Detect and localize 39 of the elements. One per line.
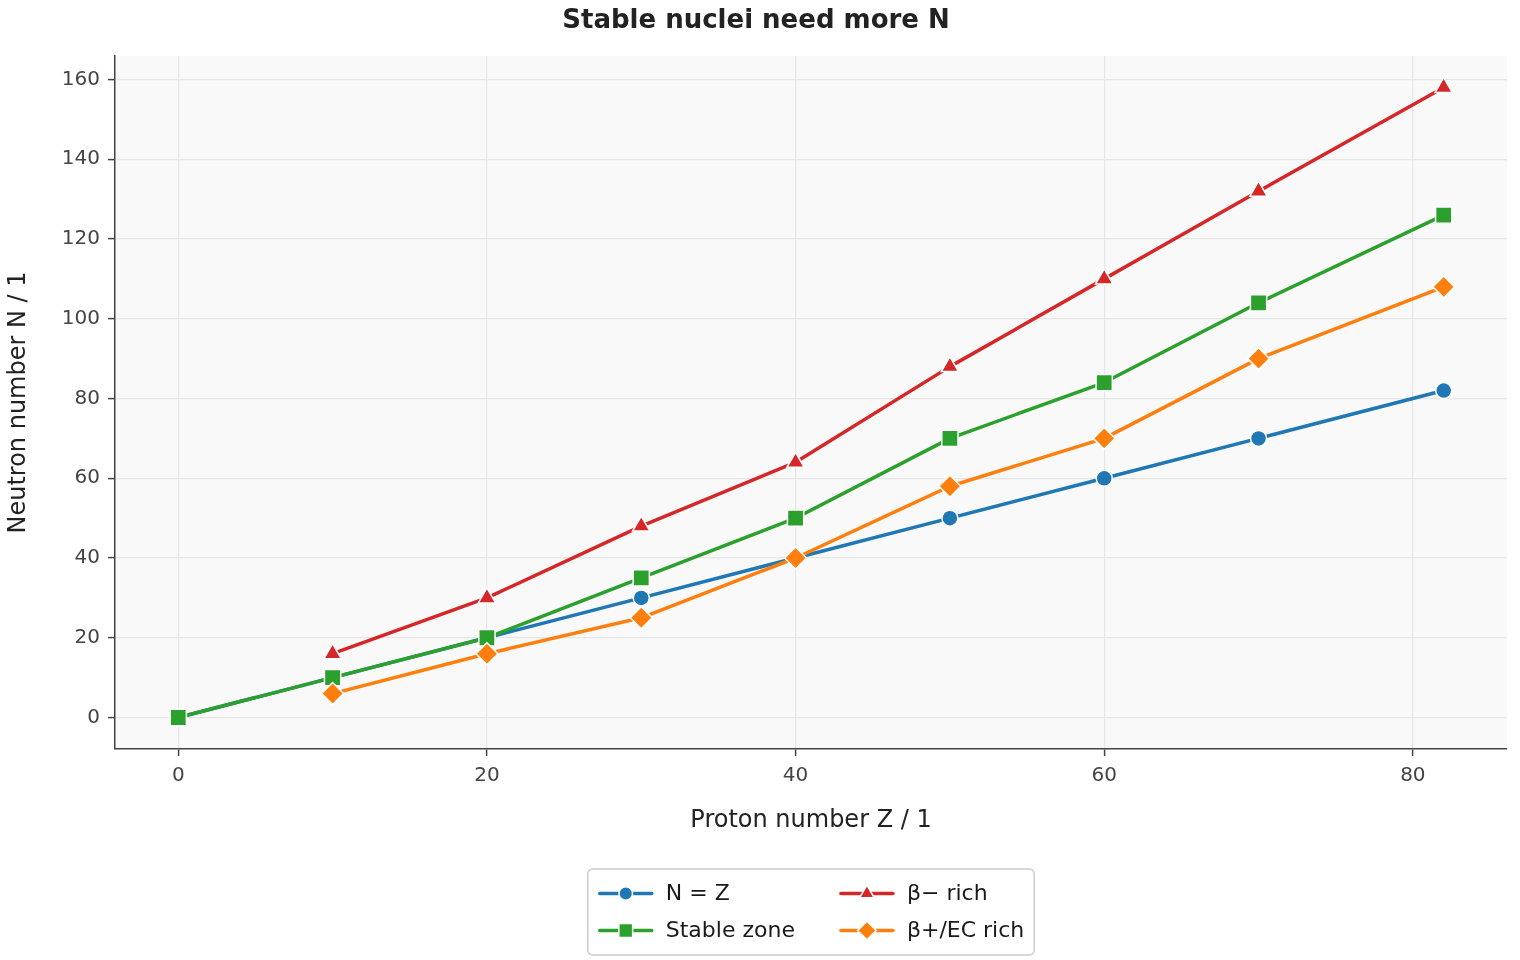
point (1434, 206, 1453, 224)
y-tick-label: 100 (61, 304, 100, 329)
legend-label: β+/EC rich (906, 917, 1025, 943)
y-tick-label: 120 (61, 225, 100, 250)
y-axis-title: Neutron number N / 1 (2, 271, 31, 534)
x-tick-label: 0 (171, 762, 185, 787)
point (1431, 275, 1456, 299)
point (1249, 429, 1268, 448)
point (1249, 293, 1268, 312)
legend-label: β− rich (906, 880, 988, 906)
y-tick-label: 20 (74, 623, 100, 648)
point (629, 606, 653, 630)
point (1095, 469, 1113, 488)
y-tick-label: 0 (87, 703, 100, 728)
point (1246, 346, 1271, 371)
point (632, 569, 651, 587)
legend-label: N = Z (665, 880, 730, 906)
point (1434, 381, 1453, 400)
legend-label: Stable zone (665, 917, 795, 943)
point (941, 509, 959, 527)
y-tick-label: 80 (74, 384, 100, 409)
chart-title: Stable nuclei need more N (562, 4, 950, 35)
point (1092, 426, 1116, 451)
point (632, 589, 650, 607)
x-tick-label: 20 (474, 762, 500, 787)
y-tick-label: 60 (74, 464, 100, 489)
y-tick-label: 160 (61, 65, 100, 90)
point (1095, 373, 1114, 392)
x-tick-label: 60 (1091, 762, 1117, 787)
point (786, 509, 805, 528)
point (475, 641, 499, 666)
point (941, 429, 959, 448)
x-tick-label: 40 (782, 762, 809, 787)
x-tick-label: 80 (1400, 762, 1426, 787)
point (320, 681, 345, 706)
y-tick-label: 40 (74, 544, 100, 569)
y-tick-label: 140 (61, 145, 100, 170)
x-axis-title: Proton number Z / 1 (690, 804, 932, 833)
point (938, 474, 962, 498)
